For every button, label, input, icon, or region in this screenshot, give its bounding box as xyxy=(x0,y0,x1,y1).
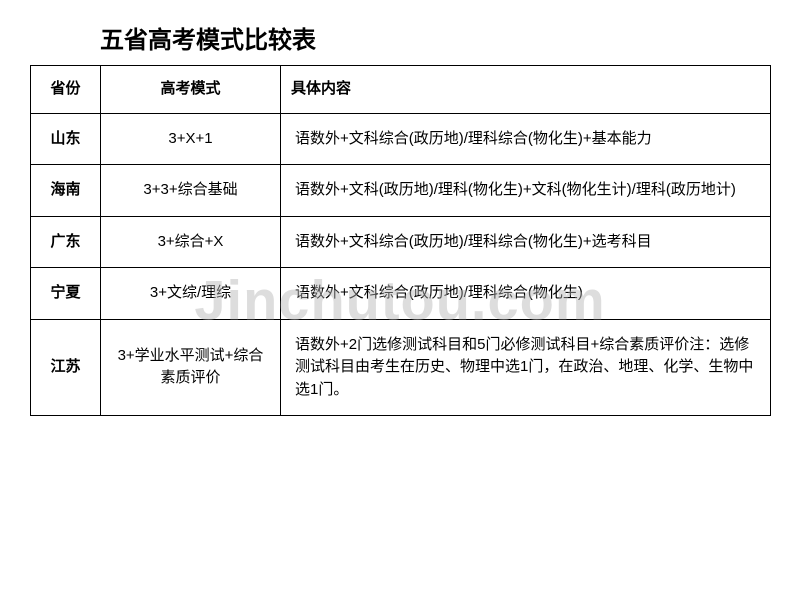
table-row: 海南 3+3+综合基础 语数外+文科(政历地)/理科(物化生)+文科(物化生计)… xyxy=(31,165,771,217)
cell-mode: 3+综合+X xyxy=(101,216,281,268)
comparison-table: 省份 高考模式 具体内容 山东 3+X+1 语数外+文科综合(政历地)/理科综合… xyxy=(30,65,771,416)
cell-province: 江苏 xyxy=(31,319,101,416)
cell-mode: 3+文综/理综 xyxy=(101,268,281,320)
cell-mode: 3+学业水平测试+综合素质评价 xyxy=(101,319,281,416)
table-row: 广东 3+综合+X 语数外+文科综合(政历地)/理科综合(物化生)+选考科目 xyxy=(31,216,771,268)
col-header-province: 省份 xyxy=(31,66,101,114)
page-container: 五省高考模式比较表 省份 高考模式 具体内容 山东 3+X+1 语数外+文科综合… xyxy=(0,0,800,436)
col-header-content: 具体内容 xyxy=(281,66,771,114)
col-header-mode: 高考模式 xyxy=(101,66,281,114)
table-row: 山东 3+X+1 语数外+文科综合(政历地)/理科综合(物化生)+基本能力 xyxy=(31,113,771,165)
table-row: 江苏 3+学业水平测试+综合素质评价 语数外+2门选修测试科目和5门必修测试科目… xyxy=(31,319,771,416)
cell-content: 语数外+2门选修测试科目和5门必修测试科目+综合素质评价注：选修测试科目由考生在… xyxy=(281,319,771,416)
page-title: 五省高考模式比较表 xyxy=(100,20,770,55)
cell-mode: 3+3+综合基础 xyxy=(101,165,281,217)
cell-content: 语数外+文科综合(政历地)/理科综合(物化生)+选考科目 xyxy=(281,216,771,268)
table-row: 宁夏 3+文综/理综 语数外+文科综合(政历地)/理科综合(物化生) xyxy=(31,268,771,320)
cell-content: 语数外+文科(政历地)/理科(物化生)+文科(物化生计)/理科(政历地计) xyxy=(281,165,771,217)
cell-province: 山东 xyxy=(31,113,101,165)
cell-province: 海南 xyxy=(31,165,101,217)
cell-content: 语数外+文科综合(政历地)/理科综合(物化生) xyxy=(281,268,771,320)
cell-province: 宁夏 xyxy=(31,268,101,320)
table-header-row: 省份 高考模式 具体内容 xyxy=(31,66,771,114)
cell-province: 广东 xyxy=(31,216,101,268)
cell-content: 语数外+文科综合(政历地)/理科综合(物化生)+基本能力 xyxy=(281,113,771,165)
cell-mode: 3+X+1 xyxy=(101,113,281,165)
